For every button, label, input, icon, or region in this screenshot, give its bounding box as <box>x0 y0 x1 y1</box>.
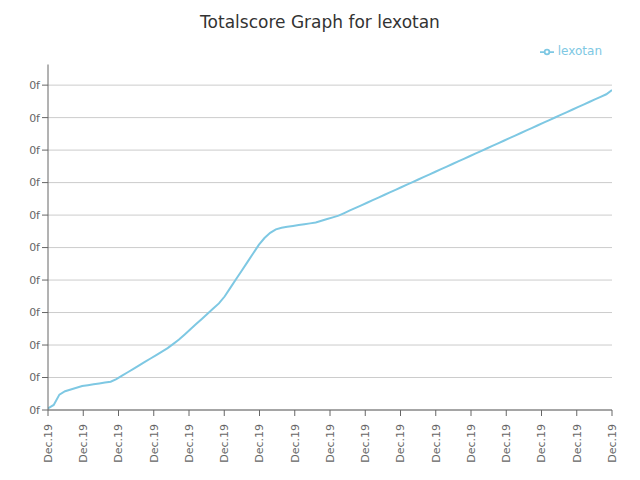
svg-text:0f: 0f <box>29 404 41 417</box>
svg-text:Dec.19: Dec.19 <box>430 424 443 463</box>
svg-text:0f: 0f <box>29 112 41 125</box>
svg-text:Dec.19: Dec.19 <box>500 424 513 463</box>
svg-text:0f: 0f <box>29 339 41 352</box>
svg-text:0f: 0f <box>29 274 41 287</box>
svg-text:0f: 0f <box>29 241 41 254</box>
svg-text:0f: 0f <box>29 144 41 157</box>
svg-text:Dec.19: Dec.19 <box>394 424 407 463</box>
svg-text:Dec.19: Dec.19 <box>606 424 619 463</box>
svg-text:Dec.19: Dec.19 <box>571 424 584 463</box>
svg-text:0f: 0f <box>29 176 41 189</box>
svg-text:Dec.19: Dec.19 <box>218 424 231 463</box>
svg-text:Dec.19: Dec.19 <box>253 424 266 463</box>
html-text:Totalscore Graph for lexotan: Totalscore Graph for lexotan <box>200 12 440 32</box>
svg-text:0f: 0f <box>29 79 41 92</box>
svg-text:Dec.19: Dec.19 <box>324 424 337 463</box>
svg-text:0f: 0f <box>29 306 41 319</box>
svg-text:Dec.19: Dec.19 <box>148 424 161 463</box>
svg-text:0f: 0f <box>29 209 41 222</box>
svg-text:Dec.19: Dec.19 <box>77 424 90 463</box>
svg-text:Dec.19: Dec.19 <box>359 424 372 463</box>
svg-text:Dec.19: Dec.19 <box>289 424 302 463</box>
svg-text:Dec.19: Dec.19 <box>42 424 55 463</box>
svg-text:Dec.19: Dec.19 <box>465 424 478 463</box>
html-text:lexotan: lexotan <box>557 44 602 58</box>
svg-text:Dec.19: Dec.19 <box>183 424 196 463</box>
svg-text:Dec.19: Dec.19 <box>112 424 125 463</box>
svg-text:0f: 0f <box>29 371 41 384</box>
svg-text:Dec.19: Dec.19 <box>535 424 548 463</box>
